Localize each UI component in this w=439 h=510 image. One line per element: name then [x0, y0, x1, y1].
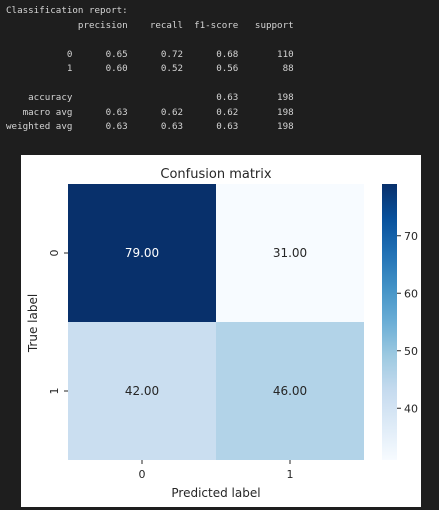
x-axis-label: Predicted label — [171, 486, 260, 500]
cell-value-label: 31.00 — [273, 246, 307, 260]
heatmap-cell — [68, 184, 216, 322]
colorbar-tick-label: 50 — [404, 345, 418, 358]
colorbar-tick-label: 60 — [404, 287, 418, 300]
heatmap-cell — [216, 184, 364, 322]
colorbar-tick-label: 70 — [404, 230, 418, 243]
cell-value-label: 46.00 — [273, 384, 307, 398]
chart-title: Confusion matrix — [160, 167, 271, 182]
confusion-matrix-chart: Confusion matrix 79.00 31.00 42.00 46.00 0 1… — [26, 167, 418, 500]
classification-report-text: Classification report: precision recall … — [6, 5, 294, 132]
colorbar-tick-label: 40 — [404, 402, 418, 415]
cell-value-label: 42.00 — [125, 384, 159, 398]
cell-value-label: 79.00 — [125, 246, 159, 260]
y-axis-label: True label — [26, 294, 40, 353]
colorbar — [382, 184, 397, 460]
x-tick-label: 0 — [139, 468, 146, 481]
y-tick-label: 0 — [48, 250, 61, 257]
right-margin — [421, 155, 439, 507]
heatmap-cell — [216, 322, 364, 460]
classification-report-output: Classification report: precision recall … — [0, 0, 439, 150]
confusion-matrix-figure: Confusion matrix 79.00 31.00 42.00 46.00 0 1… — [21, 155, 421, 507]
x-tick-label: 1 — [287, 468, 294, 481]
heatmap-cell — [68, 322, 216, 460]
y-tick-label: 1 — [48, 388, 61, 395]
